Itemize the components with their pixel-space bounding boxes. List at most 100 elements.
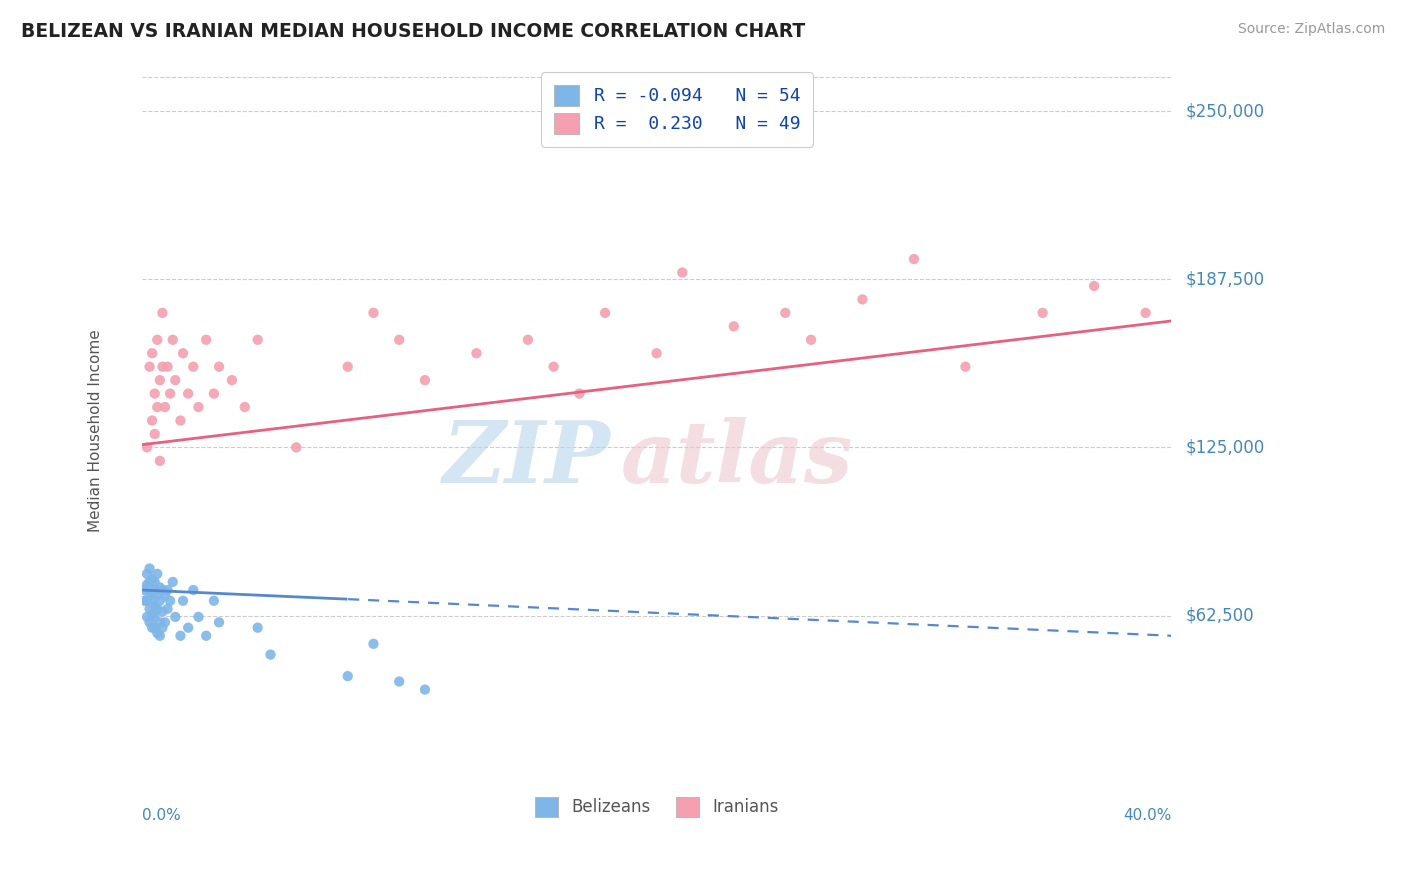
- Point: [177, 621, 200, 635]
- Point: [162, 333, 184, 347]
- Point: [134, 594, 156, 608]
- Point: [138, 580, 160, 594]
- Point: [172, 594, 194, 608]
- Point: [336, 359, 359, 374]
- Point: [146, 400, 169, 414]
- Point: [153, 615, 176, 630]
- Point: [149, 454, 172, 468]
- Text: $62,500: $62,500: [1185, 607, 1254, 624]
- Text: 0.0%: 0.0%: [142, 808, 180, 823]
- Point: [149, 594, 172, 608]
- Point: [1135, 306, 1157, 320]
- Point: [903, 252, 925, 266]
- Point: [671, 266, 693, 280]
- Point: [153, 588, 176, 602]
- Point: [149, 629, 172, 643]
- Point: [181, 359, 204, 374]
- Point: [156, 602, 179, 616]
- Point: [149, 373, 172, 387]
- Point: [141, 572, 163, 586]
- Point: [388, 333, 411, 347]
- Point: [593, 306, 616, 320]
- Point: [259, 648, 281, 662]
- Point: [413, 682, 436, 697]
- Point: [202, 594, 225, 608]
- Point: [138, 359, 160, 374]
- Point: [152, 359, 174, 374]
- Point: [187, 610, 209, 624]
- Point: [138, 615, 160, 630]
- Text: $187,500: $187,500: [1185, 270, 1264, 288]
- Point: [146, 602, 169, 616]
- Point: [136, 577, 159, 591]
- Point: [136, 594, 159, 608]
- Point: [146, 588, 169, 602]
- Point: [246, 333, 269, 347]
- Text: atlas: atlas: [620, 417, 853, 500]
- Point: [165, 610, 187, 624]
- Point: [169, 413, 191, 427]
- Text: $125,000: $125,000: [1185, 438, 1264, 457]
- Point: [543, 359, 565, 374]
- Point: [149, 615, 172, 630]
- Point: [159, 594, 181, 608]
- Text: 40.0%: 40.0%: [1123, 808, 1171, 823]
- Point: [800, 333, 823, 347]
- Point: [202, 386, 225, 401]
- Point: [152, 621, 174, 635]
- Point: [233, 400, 256, 414]
- Legend: Belizeans, Iranians: Belizeans, Iranians: [526, 789, 787, 825]
- Point: [141, 585, 163, 599]
- Point: [138, 574, 160, 589]
- Point: [336, 669, 359, 683]
- Point: [136, 566, 159, 581]
- Point: [152, 605, 174, 619]
- Text: Source: ZipAtlas.com: Source: ZipAtlas.com: [1237, 22, 1385, 37]
- Point: [955, 359, 977, 374]
- Point: [568, 386, 591, 401]
- Point: [156, 359, 179, 374]
- Point: [136, 610, 159, 624]
- Point: [146, 626, 169, 640]
- Point: [208, 615, 231, 630]
- Point: [246, 621, 269, 635]
- Point: [141, 607, 163, 622]
- Point: [172, 346, 194, 360]
- Point: [153, 400, 176, 414]
- Point: [187, 400, 209, 414]
- Text: Median Household Income: Median Household Income: [89, 329, 103, 532]
- Point: [143, 574, 166, 589]
- Point: [138, 602, 160, 616]
- Point: [413, 373, 436, 387]
- Point: [141, 621, 163, 635]
- Point: [465, 346, 488, 360]
- Point: [149, 580, 172, 594]
- Point: [177, 386, 200, 401]
- Point: [645, 346, 668, 360]
- Point: [363, 306, 385, 320]
- Point: [138, 561, 160, 575]
- Point: [363, 637, 385, 651]
- Point: [152, 582, 174, 597]
- Point: [134, 582, 156, 597]
- Point: [156, 582, 179, 597]
- Text: $250,000: $250,000: [1185, 102, 1264, 120]
- Point: [136, 441, 159, 455]
- Point: [146, 566, 169, 581]
- Text: BELIZEAN VS IRANIAN MEDIAN HOUSEHOLD INCOME CORRELATION CHART: BELIZEAN VS IRANIAN MEDIAN HOUSEHOLD INC…: [21, 22, 806, 41]
- Point: [169, 629, 191, 643]
- Point: [143, 386, 166, 401]
- Point: [775, 306, 797, 320]
- Point: [195, 333, 218, 347]
- Point: [285, 441, 308, 455]
- Point: [143, 621, 166, 635]
- Point: [141, 594, 163, 608]
- Point: [152, 306, 174, 320]
- Point: [221, 373, 243, 387]
- Point: [388, 674, 411, 689]
- Point: [141, 413, 163, 427]
- Point: [143, 582, 166, 597]
- Point: [195, 629, 218, 643]
- Text: ZIP: ZIP: [443, 417, 610, 500]
- Point: [143, 426, 166, 441]
